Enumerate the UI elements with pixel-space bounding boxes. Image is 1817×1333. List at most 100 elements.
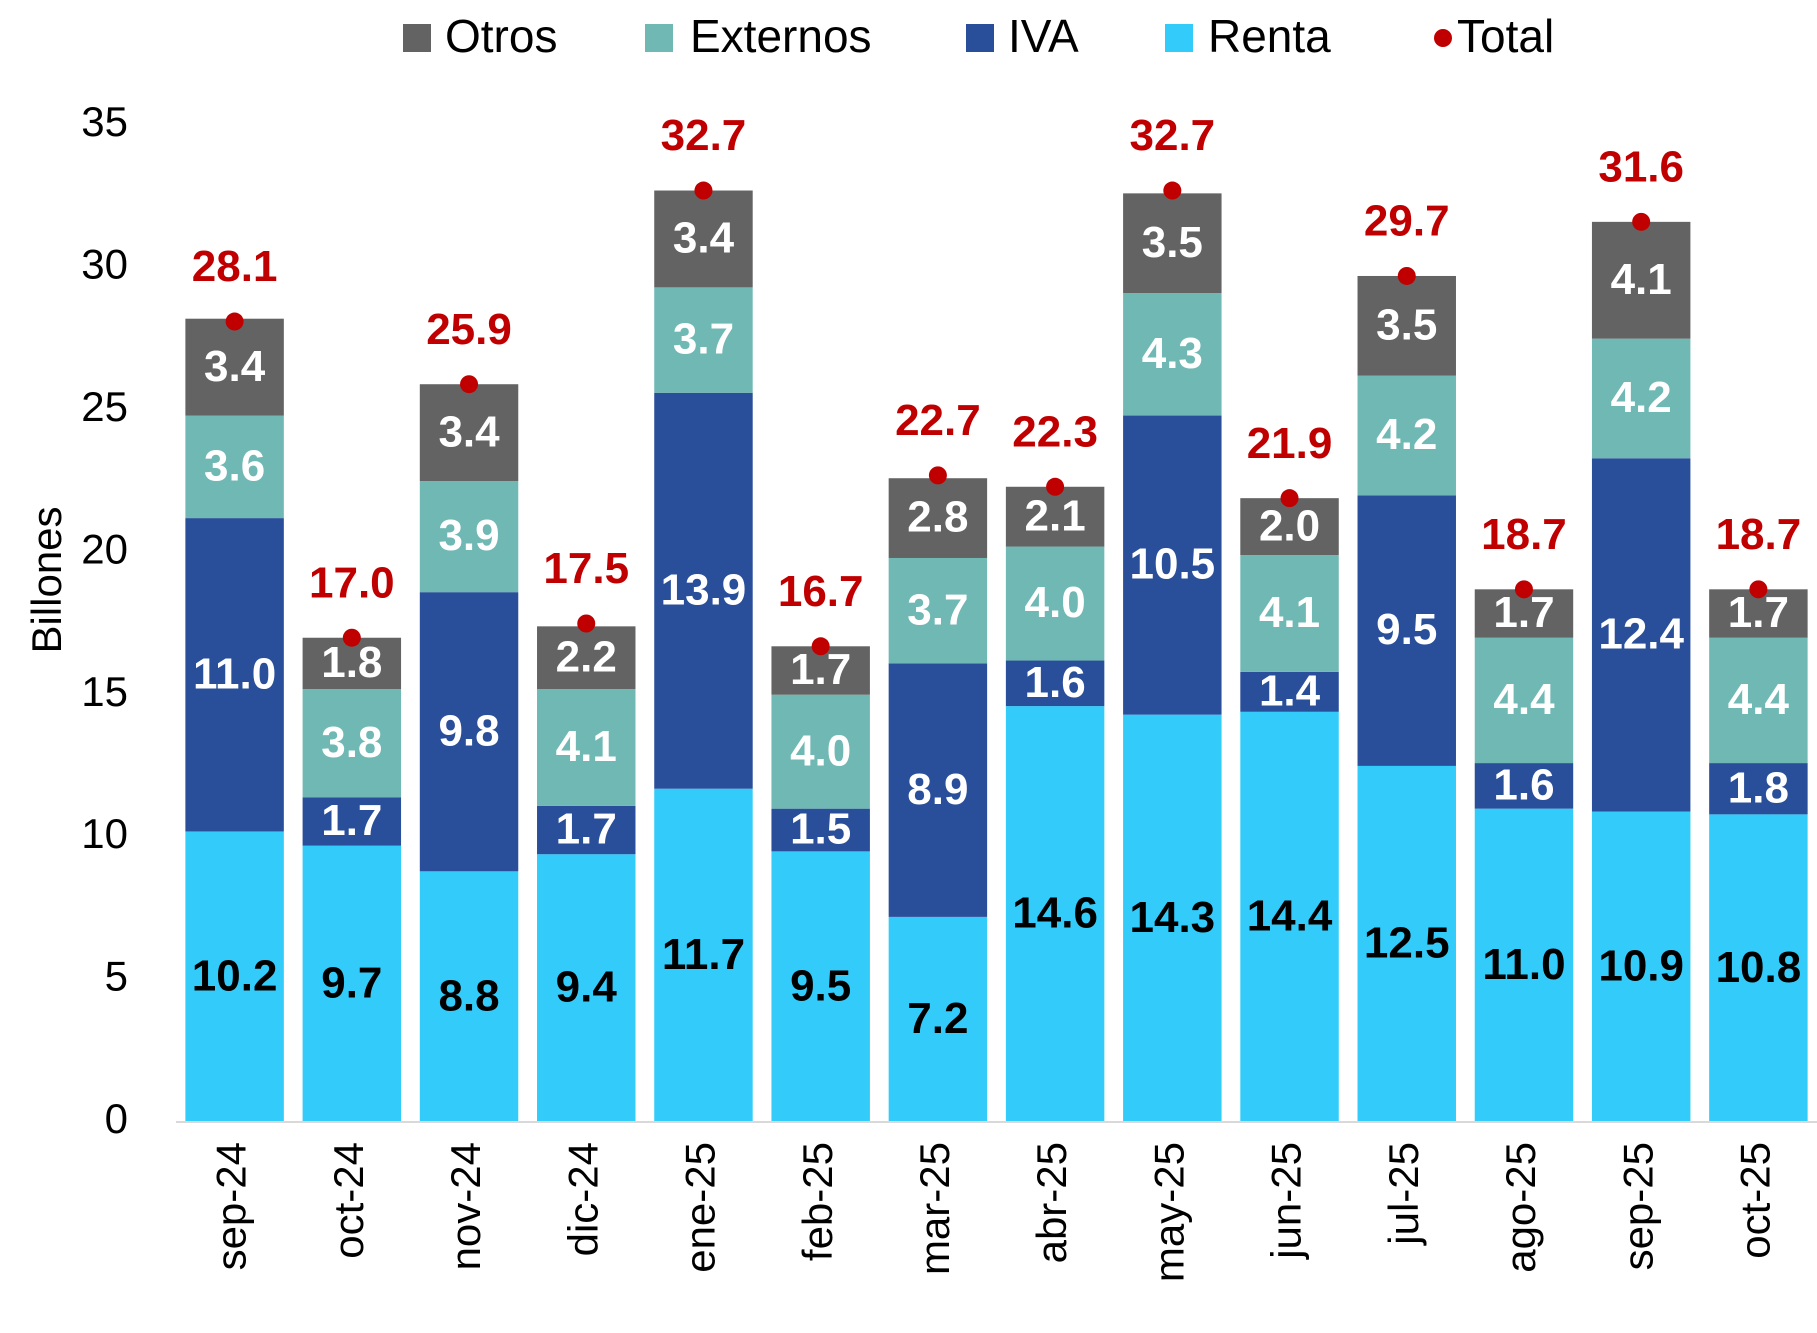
data-label: 3.9 xyxy=(438,511,499,560)
data-label: 13.9 xyxy=(661,565,747,614)
y-tick-label: 35 xyxy=(81,98,128,145)
data-label: 3.7 xyxy=(673,315,734,364)
legend-marker xyxy=(645,24,673,52)
data-label: 4.4 xyxy=(1493,675,1555,724)
bar-segment xyxy=(1357,765,1456,1122)
bar-segment xyxy=(654,287,753,393)
data-label: 10.8 xyxy=(1716,943,1802,992)
x-tick-label: may-25 xyxy=(1145,1142,1192,1282)
data-label: 3.6 xyxy=(204,441,265,490)
total-point xyxy=(1749,580,1768,599)
y-tick-label: 0 xyxy=(105,1095,128,1142)
data-label: 12.4 xyxy=(1598,610,1684,659)
bar-segment xyxy=(537,854,636,1122)
x-tick-label: jun-25 xyxy=(1263,1142,1310,1261)
total-label: 28.1 xyxy=(192,242,278,291)
bar-segment xyxy=(888,478,988,558)
bar-segment xyxy=(185,415,284,519)
legend-label: Renta xyxy=(1208,10,1331,62)
data-label: 3.4 xyxy=(204,342,266,391)
data-label: 9.4 xyxy=(556,963,618,1012)
total-label: 16.7 xyxy=(778,567,864,616)
bar-segment xyxy=(1005,660,1105,707)
data-label: 10.2 xyxy=(192,951,278,1000)
data-label: 3.5 xyxy=(1142,218,1203,267)
x-tick-label: ene-25 xyxy=(677,1142,724,1273)
total-label: 32.7 xyxy=(1130,111,1216,160)
bar-segment xyxy=(185,831,284,1122)
data-label: 8.9 xyxy=(907,765,968,814)
bar-segment xyxy=(1240,711,1339,1122)
total-point xyxy=(928,466,947,485)
legend-marker xyxy=(966,24,994,52)
bar-segment xyxy=(1709,763,1808,815)
data-label: 4.2 xyxy=(1611,373,1672,422)
x-tick-label: ago-25 xyxy=(1497,1142,1544,1273)
bar-segment xyxy=(1591,811,1691,1122)
data-label: 1.4 xyxy=(1259,666,1321,715)
data-label: 14.6 xyxy=(1012,889,1098,938)
x-tick-label: sep-25 xyxy=(1614,1142,1661,1270)
bar-segment xyxy=(1357,275,1456,376)
data-label: 1.7 xyxy=(321,796,382,845)
data-label: 3.5 xyxy=(1376,300,1437,349)
bar-segment xyxy=(1123,714,1222,1122)
bar-segment xyxy=(1357,375,1456,496)
y-tick-label: 25 xyxy=(81,383,128,430)
data-label: 4.2 xyxy=(1376,410,1437,459)
total-point xyxy=(1514,580,1533,599)
data-label: 1.7 xyxy=(556,805,617,854)
bar-segment xyxy=(1474,637,1574,764)
data-label: 4.1 xyxy=(1611,255,1672,304)
bar-segment xyxy=(1591,458,1691,812)
data-label: 1.6 xyxy=(1025,658,1086,707)
bar-segment xyxy=(537,805,636,855)
total-point xyxy=(460,375,479,394)
bar-segment xyxy=(1123,415,1222,715)
bar-segment xyxy=(302,689,402,798)
data-label: 4.0 xyxy=(1025,578,1086,627)
bar-segment xyxy=(537,626,636,690)
x-tick-label: jul-25 xyxy=(1380,1142,1427,1247)
bar-segment xyxy=(888,557,988,664)
bar-segment xyxy=(1474,808,1574,1122)
bar-segment xyxy=(185,318,284,416)
total-label: 17.5 xyxy=(543,544,629,593)
data-label: 3.4 xyxy=(438,407,500,456)
bar-segment xyxy=(771,808,870,852)
data-label: 9.8 xyxy=(438,706,499,755)
total-point xyxy=(1163,181,1182,200)
total-point xyxy=(1397,266,1416,285)
total-point xyxy=(577,614,596,633)
bar-segment xyxy=(1357,495,1456,766)
y-tick-label: 30 xyxy=(81,241,128,288)
total-point xyxy=(1632,212,1651,231)
y-tick-label: 10 xyxy=(81,810,128,857)
total-label: 18.7 xyxy=(1481,510,1567,559)
x-tick-label: feb-25 xyxy=(794,1142,841,1261)
legend-label: Otros xyxy=(445,10,557,62)
bar-segment xyxy=(1123,293,1222,416)
bar-segment xyxy=(302,797,402,846)
total-label: 18.7 xyxy=(1716,510,1802,559)
data-label: 4.4 xyxy=(1728,675,1790,724)
legend-label: Total xyxy=(1457,10,1554,62)
data-label: 1.8 xyxy=(1728,763,1789,812)
data-label: 7.2 xyxy=(907,994,968,1043)
bar-segment xyxy=(1240,671,1339,712)
total-label: 17.0 xyxy=(309,558,395,607)
total-label: 21.9 xyxy=(1247,419,1333,468)
data-label: 10.9 xyxy=(1598,941,1684,990)
data-label: 11.7 xyxy=(662,930,745,979)
x-tick-label: oct-25 xyxy=(1731,1142,1778,1259)
data-label: 3.7 xyxy=(907,585,968,634)
data-label: 3.8 xyxy=(321,718,382,767)
total-label: 22.7 xyxy=(895,396,981,445)
total-point xyxy=(694,181,713,200)
data-label: 10.5 xyxy=(1130,540,1216,589)
bar-segment xyxy=(1709,814,1808,1122)
y-tick-label: 5 xyxy=(105,953,128,1000)
legend-label: Externos xyxy=(690,10,872,62)
legend-marker xyxy=(1434,29,1452,47)
